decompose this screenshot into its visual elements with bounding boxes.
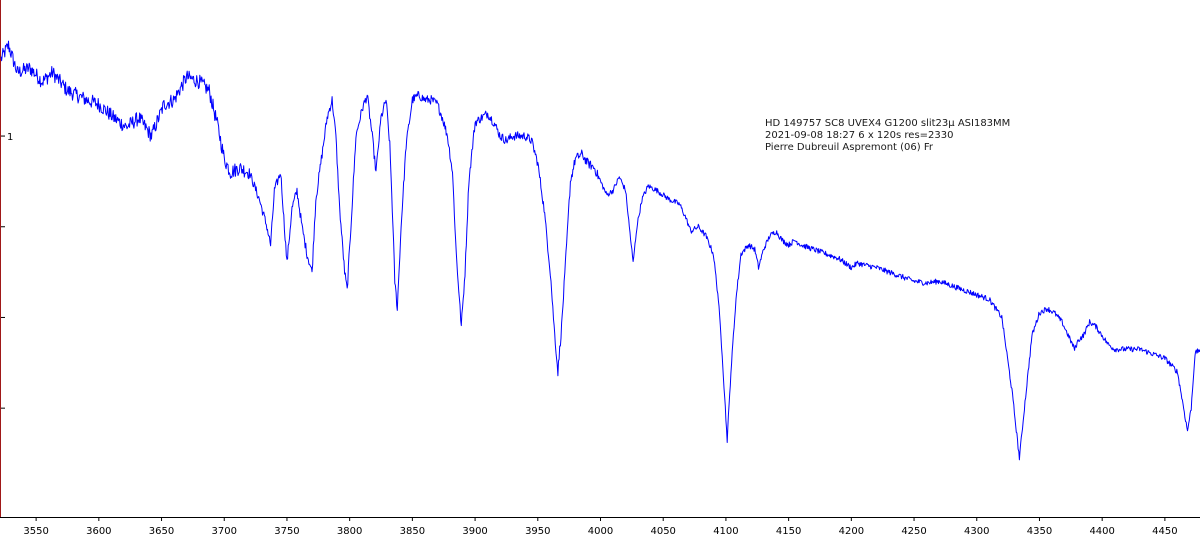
x-tick-label: 4200 bbox=[839, 526, 864, 537]
x-tick-label: 3900 bbox=[462, 526, 487, 537]
x-tick-label: 3650 bbox=[149, 526, 174, 537]
series-layer bbox=[0, 40, 1200, 461]
x-tick-label: 4000 bbox=[588, 526, 613, 537]
annotation-line-1: HD 149757 SC8 UVEX4 G1200 slit23µ ASI183… bbox=[765, 118, 1010, 129]
y-tick-label: 1 bbox=[7, 132, 13, 143]
x-tick-label: 3950 bbox=[525, 526, 550, 537]
x-tick-label: 4350 bbox=[1027, 526, 1052, 537]
x-tick-label: 4100 bbox=[713, 526, 738, 537]
x-tick-label: 4050 bbox=[650, 526, 675, 537]
x-tick-label: 3600 bbox=[86, 526, 111, 537]
x-axis-ticks: 3550 3600 3650 3700 3750 3800 3850 3900 3950 4000… bbox=[23, 517, 1178, 537]
annotation-line-3: Pierre Dubreuil Aspremont (06) Fr bbox=[765, 142, 934, 153]
x-tick-label: 3700 bbox=[212, 526, 237, 537]
x-tick-label: 4150 bbox=[776, 526, 801, 537]
spectrum-series-line bbox=[0, 40, 1200, 461]
x-tick-label: 4400 bbox=[1089, 526, 1114, 537]
x-tick-label: 3750 bbox=[274, 526, 299, 537]
x-tick-label: 3550 bbox=[23, 526, 48, 537]
x-tick-label: 3850 bbox=[400, 526, 425, 537]
x-tick-label: 4300 bbox=[964, 526, 989, 537]
x-tick-label: 4450 bbox=[1152, 526, 1177, 537]
annotation-line-2: 2021-09-08 18:27 6 x 120s res=2330 bbox=[765, 130, 954, 141]
x-tick-label: 3800 bbox=[337, 526, 362, 537]
x-tick-label: 4250 bbox=[901, 526, 926, 537]
y-axis-ticks: 1 bbox=[1, 132, 13, 409]
